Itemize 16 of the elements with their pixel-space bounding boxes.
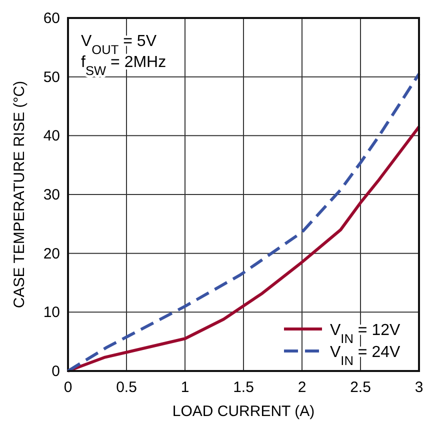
y-tick-label: 30	[43, 186, 60, 204]
y-tick-label: 10	[43, 304, 60, 322]
x-axis-title: LOAD CURRENT (A)	[172, 403, 315, 420]
y-axis-title: CASE TEMPERATURE RISE (°C)	[11, 80, 28, 308]
y-tick-label: 50	[43, 68, 60, 86]
x-tick-label: 2.5	[350, 379, 371, 396]
x-tick-label: 1	[180, 379, 190, 396]
x-tick-label: 0	[64, 379, 72, 396]
x-tick-label: 3	[414, 379, 424, 396]
y-tick-label: 20	[43, 245, 60, 262]
y-tick-label: 40	[43, 128, 60, 145]
x-tick-label: 2	[298, 379, 306, 396]
y-tick-label: 0	[52, 363, 60, 380]
x-tick-label: 1.5	[233, 379, 254, 396]
y-tick-label: 60	[43, 10, 60, 27]
x-tick-label: 0.5	[116, 379, 137, 396]
